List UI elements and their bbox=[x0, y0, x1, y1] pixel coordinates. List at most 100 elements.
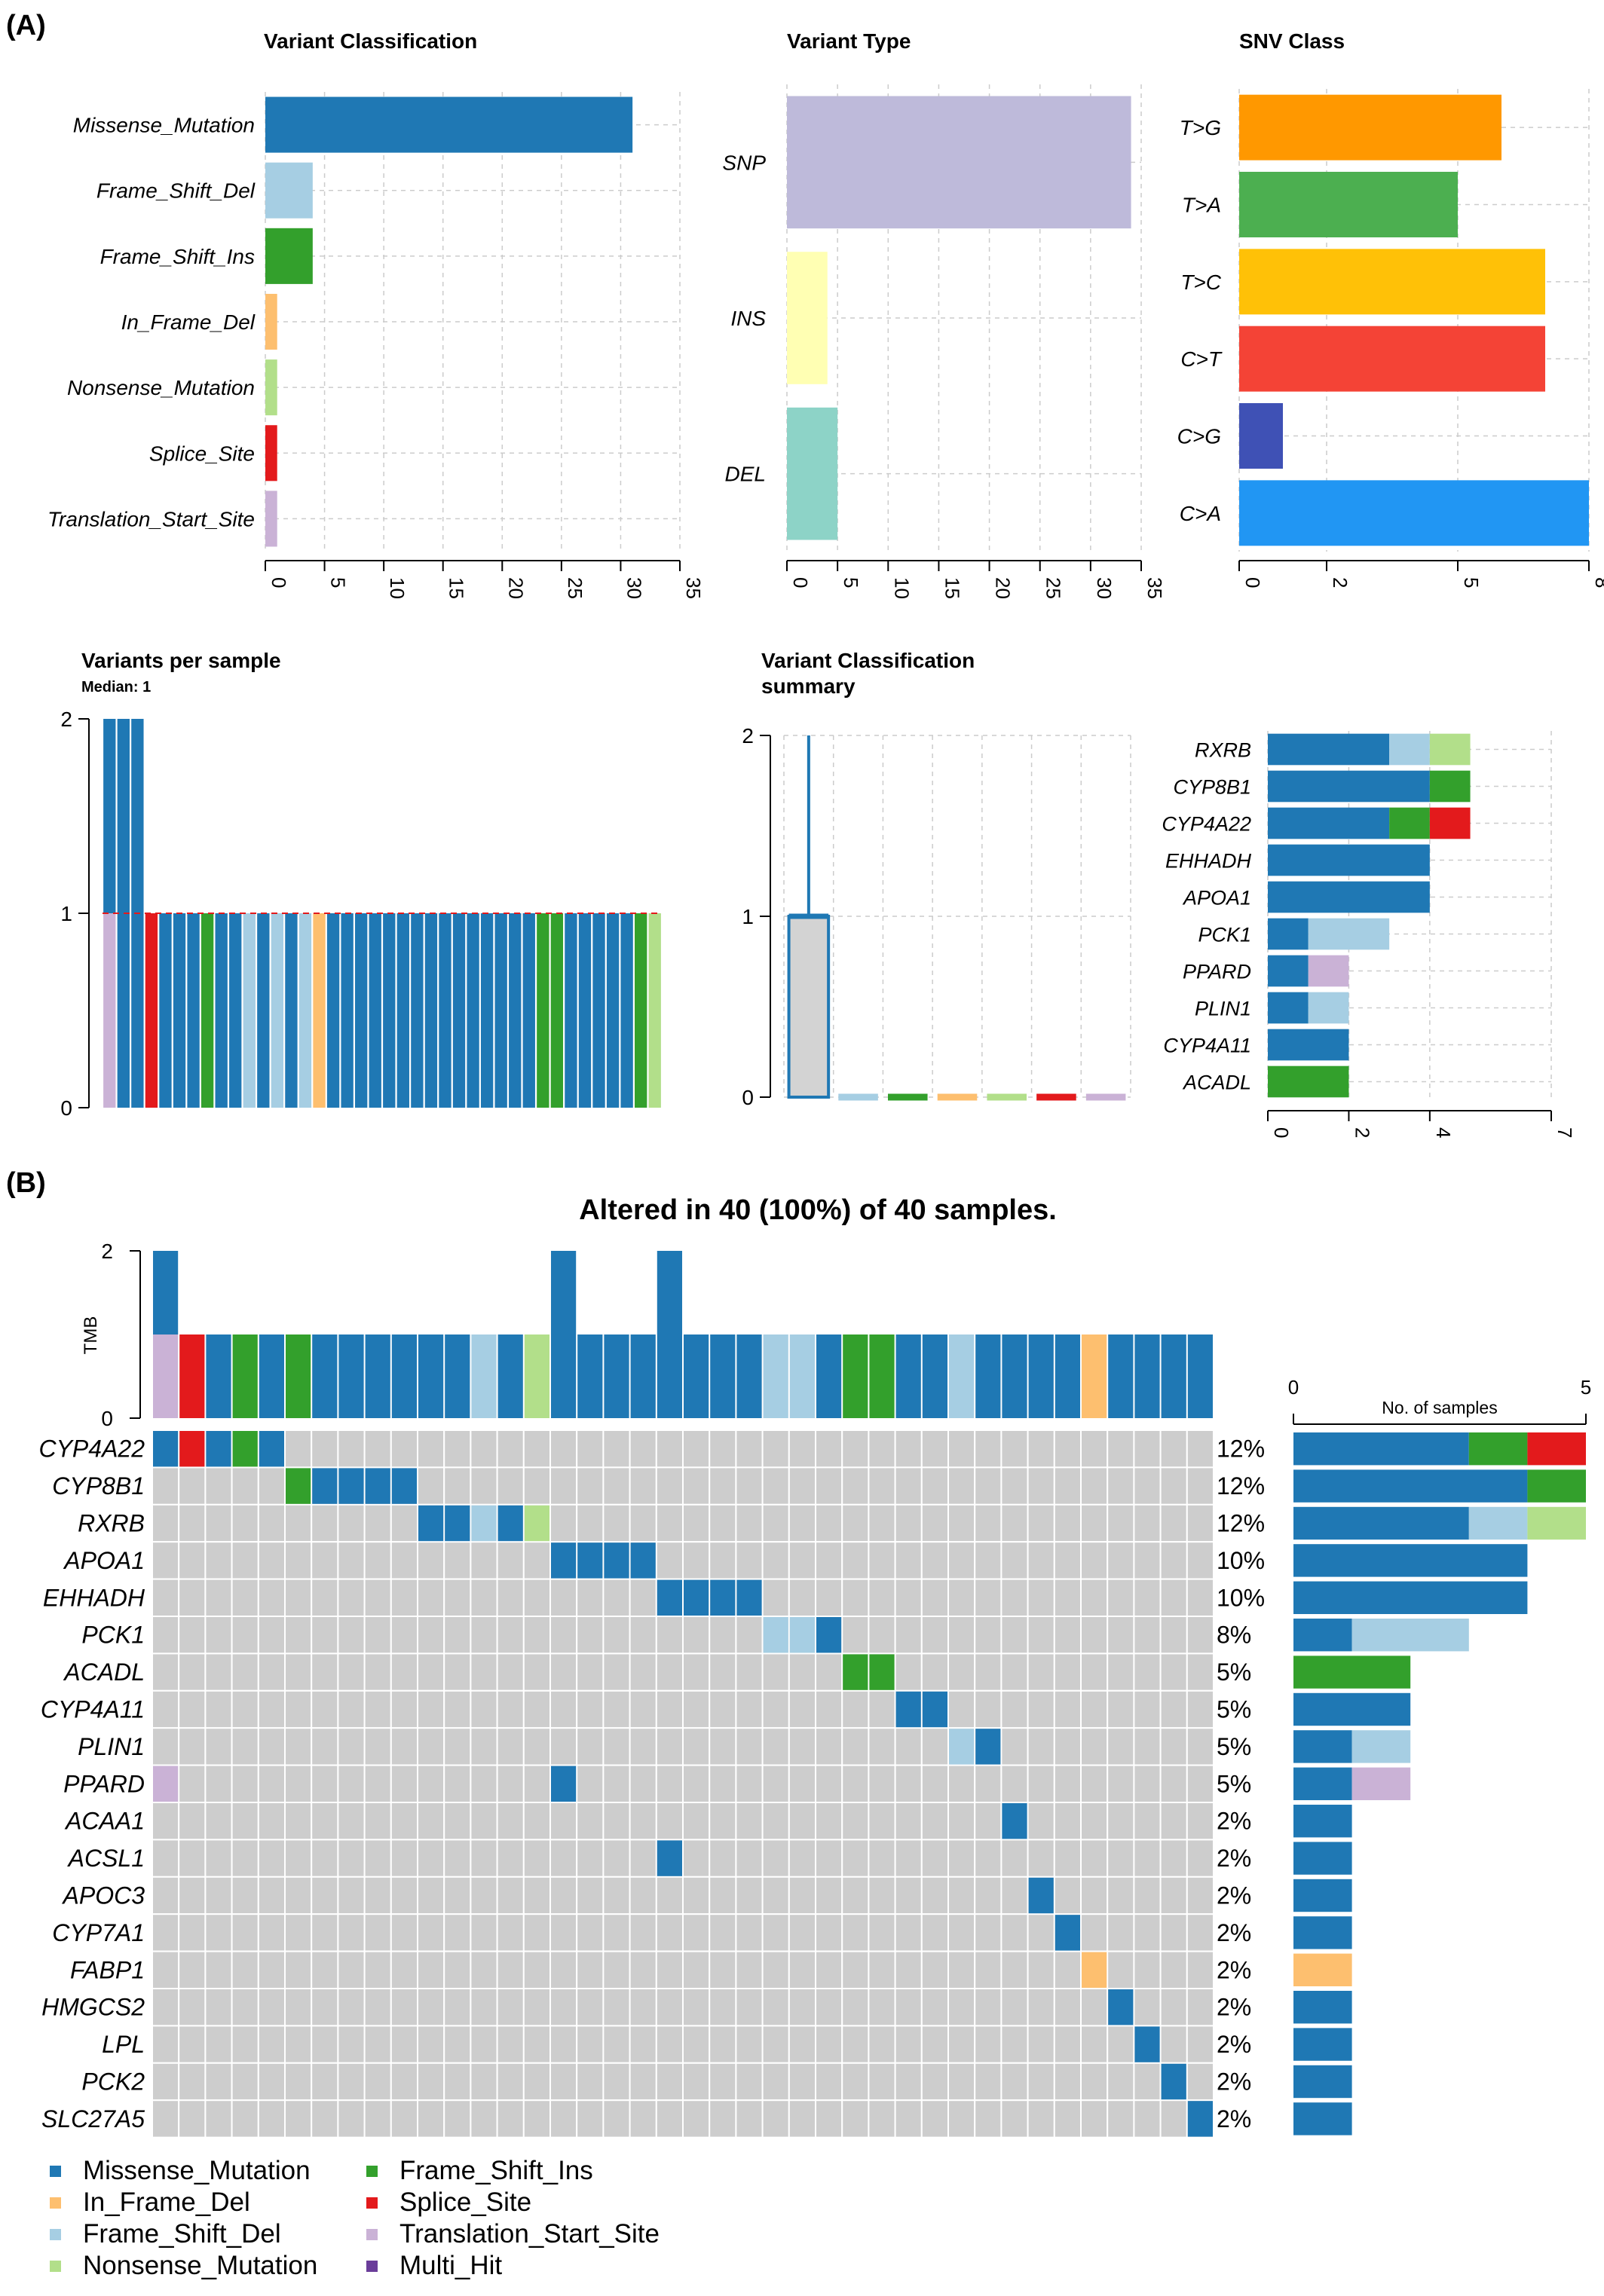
oncoplot-empty-cell bbox=[1186, 1689, 1215, 1729]
oncoplot-empty-cell bbox=[1159, 1913, 1188, 1952]
oncoplot-empty-cell bbox=[443, 1764, 472, 1804]
oncoplot-empty-cell bbox=[815, 1839, 843, 1878]
oncoplot-empty-cell bbox=[947, 1429, 976, 1469]
oncoplot-empty-cell bbox=[947, 1839, 976, 1878]
oncoplot-empty-cell bbox=[522, 1466, 551, 1506]
oncoplot-empty-cell bbox=[257, 1764, 286, 1804]
oncoplot-empty-cell bbox=[1053, 1616, 1082, 1655]
tmb-bar-segment bbox=[869, 1334, 895, 1418]
side-bar-segment bbox=[1527, 1469, 1586, 1503]
oncoplot-empty-cell bbox=[629, 2062, 657, 2102]
top_genes-gene-label: CYP8B1 bbox=[1173, 776, 1251, 799]
oncoplot-mutation-cell bbox=[312, 1468, 338, 1504]
oncoplot-empty-cell bbox=[974, 1578, 1002, 1618]
oncoplot-empty-cell bbox=[868, 1689, 896, 1729]
tmb-bar-segment bbox=[789, 1334, 815, 1418]
oncoplot-mutation-cell bbox=[418, 1505, 444, 1542]
oncoplot-empty-cell bbox=[682, 1466, 711, 1506]
oncoplot-empty-cell bbox=[602, 2025, 631, 2064]
variant_classification_summary-title: Variant Classification bbox=[761, 649, 975, 672]
oncoplot-empty-cell bbox=[1186, 1802, 1215, 1841]
oncoplot-empty-cell bbox=[1027, 1616, 1055, 1655]
oncoplot-empty-cell bbox=[735, 1503, 764, 1543]
oncoplot-empty-cell bbox=[1159, 1988, 1188, 2027]
top_genes-x-tick-label: 2 bbox=[1351, 1127, 1373, 1138]
oncoplot-empty-cell bbox=[1053, 1764, 1082, 1804]
variants_per_sample-bar-segment bbox=[173, 913, 186, 1108]
oncoplot-empty-cell bbox=[868, 1876, 896, 1915]
oncoplot-empty-cell bbox=[868, 2025, 896, 2064]
oncoplot-mutation-cell bbox=[445, 1505, 470, 1542]
oncoplot-empty-cell bbox=[284, 1616, 313, 1655]
tmb-bar-segment bbox=[391, 1334, 417, 1418]
oncoplot-empty-cell bbox=[815, 1503, 843, 1543]
variant_classification-bar bbox=[265, 96, 633, 153]
oncoplot-empty-cell bbox=[204, 2099, 233, 2139]
oncoplot-empty-cell bbox=[549, 2062, 578, 2102]
oncoplot-empty-cell bbox=[735, 1913, 764, 1952]
variant_type-x-tick-label: 0 bbox=[789, 577, 812, 588]
oncoplot-empty-cell bbox=[1159, 1727, 1188, 1766]
oncoplot-empty-cell bbox=[761, 1429, 790, 1469]
oncoplot-empty-cell bbox=[257, 1652, 286, 1692]
side-bar-segment bbox=[1293, 1619, 1352, 1652]
oncoplot-empty-cell bbox=[522, 1578, 551, 1618]
oncoplot-empty-cell bbox=[257, 1802, 286, 1841]
oncoplot-empty-cell bbox=[257, 1913, 286, 1952]
oncoplot-empty-cell bbox=[788, 1503, 817, 1543]
oncoplot-empty-cell bbox=[868, 2062, 896, 2102]
oncoplot-empty-cell bbox=[549, 1578, 578, 1618]
oncoplot-empty-cell bbox=[311, 1839, 339, 1878]
oncoplot-empty-cell bbox=[417, 1616, 445, 1655]
oncoplot-empty-cell bbox=[1080, 2062, 1109, 2102]
variants_per_sample-y-tick-label: 2 bbox=[60, 708, 72, 731]
oncoplot-empty-cell bbox=[868, 1950, 896, 1990]
oncoplot-empty-cell bbox=[947, 1913, 976, 1952]
oncoplot-empty-cell bbox=[522, 1802, 551, 1841]
oncoplot-empty-cell bbox=[1080, 1616, 1109, 1655]
oncoplot-gene-label: RXRB bbox=[78, 1510, 145, 1537]
oncoplot-empty-cell bbox=[655, 2099, 684, 2139]
top_genes-bar-segment bbox=[1268, 918, 1309, 950]
oncoplot-empty-cell bbox=[1000, 1689, 1029, 1729]
oncoplot-mutation-cell bbox=[949, 1729, 975, 1765]
top_genes-bar-segment bbox=[1429, 770, 1471, 803]
legend-label: Frame_Shift_Del bbox=[83, 2219, 281, 2249]
oncoplot-empty-cell bbox=[522, 1429, 551, 1469]
oncoplot-empty-cell bbox=[1053, 2062, 1082, 2102]
oncoplot-empty-cell bbox=[815, 1764, 843, 1804]
top_genes-bar-segment bbox=[1308, 992, 1349, 1024]
oncoplot-empty-cell bbox=[655, 1764, 684, 1804]
oncoplot-empty-cell bbox=[152, 1876, 180, 1915]
oncoplot-empty-cell bbox=[204, 1503, 233, 1543]
oncoplot-empty-cell bbox=[1000, 1876, 1029, 1915]
oncoplot-empty-cell bbox=[1027, 1578, 1055, 1618]
oncoplot-empty-cell bbox=[1053, 2099, 1082, 2139]
oncoplot-gene-percent: 2% bbox=[1217, 2105, 1251, 2132]
oncoplot-empty-cell bbox=[815, 1727, 843, 1766]
oncoplot-empty-cell bbox=[1080, 1913, 1109, 1952]
variants_per_sample-bar-segment bbox=[592, 913, 605, 1108]
oncoplot-empty-cell bbox=[470, 1876, 498, 1915]
oncoplot-empty-cell bbox=[947, 1541, 976, 1580]
oncoplot-mutation-cell bbox=[657, 1579, 682, 1616]
oncoplot-empty-cell bbox=[629, 1727, 657, 1766]
oncoplot-gene-label: ACAA1 bbox=[64, 1808, 145, 1835]
oncoplot-gene-label: HMGCS2 bbox=[41, 1994, 145, 2021]
oncoplot-empty-cell bbox=[947, 1950, 976, 1990]
oncoplot-empty-cell bbox=[231, 1839, 259, 1878]
oncoplot-empty-cell bbox=[417, 1876, 445, 1915]
oncoplot-empty-cell bbox=[841, 1429, 870, 1469]
oncoplot-empty-cell bbox=[496, 1727, 525, 1766]
tmb-bar-segment bbox=[1082, 1334, 1107, 1418]
oncoplot-empty-cell bbox=[682, 1839, 711, 1878]
oncoplot-empty-cell bbox=[1133, 1802, 1162, 1841]
side-bar-segment bbox=[1293, 1916, 1352, 1949]
oncoplot-empty-cell bbox=[1159, 1503, 1188, 1543]
oncoplot-empty-cell bbox=[178, 1802, 207, 1841]
oncoplot-empty-cell bbox=[390, 1652, 418, 1692]
oncoplot-empty-cell bbox=[257, 2099, 286, 2139]
oncoplot-empty-cell bbox=[1053, 1727, 1082, 1766]
oncoplot-empty-cell bbox=[1186, 1913, 1215, 1952]
oncoplot-empty-cell bbox=[363, 1802, 392, 1841]
